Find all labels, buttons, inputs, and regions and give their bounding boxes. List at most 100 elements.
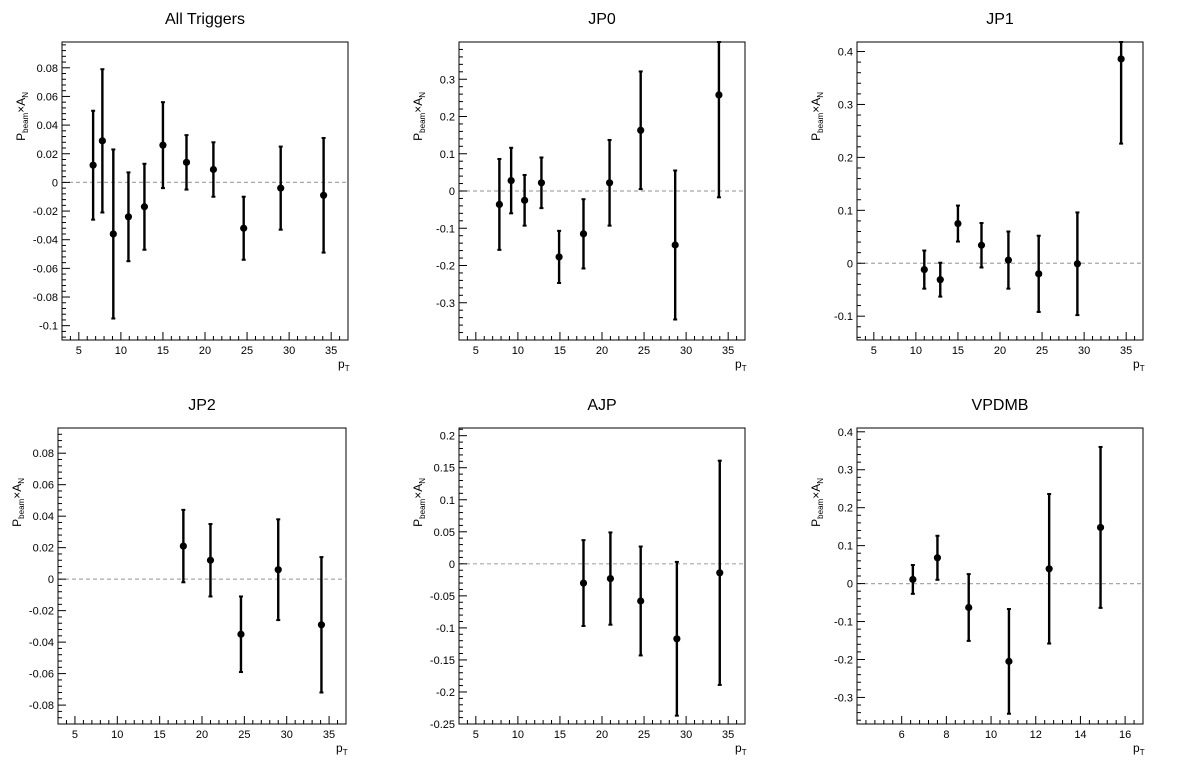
y-axis-label-main: P bbox=[10, 519, 24, 527]
x-tick-label: 14 bbox=[1074, 729, 1086, 741]
point-marker bbox=[1117, 55, 1125, 63]
point-marker bbox=[920, 266, 928, 274]
chart-title: VPDMB bbox=[972, 397, 1029, 414]
y-tick-label: 0 bbox=[52, 177, 58, 189]
y-tick-label: 0.3 bbox=[440, 74, 455, 86]
y-axis-label-times: ×A bbox=[809, 484, 823, 499]
point-marker bbox=[579, 579, 588, 587]
y-tick-label: -0.08 bbox=[29, 700, 54, 712]
x-axis-label-subscript: T bbox=[1140, 748, 1145, 757]
y-tick-label: 0.08 bbox=[37, 63, 58, 75]
y-tick-label: 0.2 bbox=[838, 503, 853, 515]
chart-title: AJP bbox=[587, 397, 616, 414]
x-tick-label: 30 bbox=[1078, 345, 1090, 357]
point-marker bbox=[495, 200, 503, 209]
data-point bbox=[209, 141, 218, 198]
data-point bbox=[1073, 211, 1081, 317]
data-point bbox=[317, 556, 326, 694]
x-tick-label: 10 bbox=[512, 729, 524, 741]
data-point bbox=[954, 204, 962, 243]
data-point bbox=[673, 560, 681, 717]
y-axis-label: Pbeam×AN bbox=[14, 92, 30, 141]
data-point bbox=[936, 261, 944, 298]
x-tick-label: 25 bbox=[638, 729, 650, 741]
x-tick-label: 5 bbox=[871, 345, 877, 357]
point-marker bbox=[1096, 523, 1105, 532]
data-point bbox=[555, 229, 563, 285]
x-tick-label: 30 bbox=[680, 345, 692, 357]
y-axis-label-subscript: beam bbox=[418, 498, 427, 518]
x-tick-label: 10 bbox=[985, 729, 997, 741]
x-tick-label: 5 bbox=[72, 729, 78, 741]
point-marker bbox=[140, 203, 149, 211]
point-marker bbox=[936, 276, 944, 284]
data-point bbox=[965, 573, 973, 642]
x-axis-label: pT bbox=[735, 741, 747, 757]
data-point bbox=[579, 539, 588, 627]
point-marker bbox=[209, 165, 218, 174]
y-axis-label-subscript-n: N bbox=[17, 478, 26, 484]
y-tick-label: -0.1 bbox=[39, 321, 58, 333]
y-tick-label: 0.1 bbox=[440, 149, 455, 161]
point-marker bbox=[240, 224, 248, 232]
y-tick-label: 0.2 bbox=[838, 152, 853, 164]
chart-panel: JP0 5 10 15 20 25 30 35 -0.3 -0.2 -0.1 0 0.1 0.2 0.3 pT… bbox=[398, 0, 796, 386]
y-tick-label: -0.15 bbox=[430, 655, 455, 667]
y-axis-label-subscript-n: N bbox=[418, 92, 427, 98]
y-axis-label-main: P bbox=[809, 519, 823, 527]
data-point bbox=[179, 508, 187, 584]
x-tick-label: 5 bbox=[473, 729, 479, 741]
data-point bbox=[159, 101, 167, 190]
y-axis-label-main: P bbox=[411, 519, 425, 527]
y-tick-label: 0 bbox=[449, 186, 455, 198]
point-marker bbox=[317, 621, 326, 629]
x-axis-label-main: p bbox=[1133, 741, 1140, 755]
data-point bbox=[124, 171, 133, 263]
y-axis-label: Pbeam×AN bbox=[10, 478, 26, 527]
point-marker bbox=[673, 635, 681, 643]
point-marker bbox=[277, 184, 285, 192]
x-axis-label-subscript: T bbox=[1140, 364, 1145, 373]
x-axis-label: pT bbox=[336, 741, 348, 757]
y-tick-label: 0 bbox=[847, 258, 853, 270]
point-marker bbox=[1073, 260, 1081, 268]
data-point bbox=[1005, 608, 1013, 715]
y-tick-label: 0.1 bbox=[838, 205, 853, 217]
chart-svg: JP2 5 10 15 20 25 30 35 -0.08 -0.06 -0.04 -0.02 0 0.0… bbox=[10, 397, 348, 757]
plot-frame bbox=[458, 427, 746, 725]
y-axis-label-subscript-n: N bbox=[816, 478, 825, 484]
point-marker bbox=[1005, 657, 1013, 665]
x-tick-label: 35 bbox=[325, 345, 337, 357]
x-axis-label-subscript: T bbox=[742, 748, 747, 757]
y-axis-label-times: ×A bbox=[809, 98, 823, 113]
data-point bbox=[933, 534, 942, 581]
point-marker bbox=[716, 569, 724, 577]
y-tick-label: -0.02 bbox=[29, 606, 54, 618]
chart-panel: All Triggers 5 10 15 20 25 30 35 -0.1 -0.08 -0.06 -… bbox=[0, 0, 398, 386]
x-tick-label: 8 bbox=[943, 729, 949, 741]
x-tick-label: 20 bbox=[196, 729, 208, 741]
data-point bbox=[140, 162, 149, 251]
data-point bbox=[109, 148, 117, 320]
data-point bbox=[182, 134, 191, 191]
y-axis-label-subscript-n: N bbox=[418, 478, 427, 484]
x-tick-label: 35 bbox=[722, 345, 734, 357]
data-point bbox=[579, 198, 588, 270]
data-point bbox=[507, 146, 515, 215]
y-tick-label: -0.25 bbox=[430, 719, 455, 731]
data-point bbox=[1035, 234, 1043, 313]
point-marker bbox=[159, 141, 167, 149]
y-axis-label: Pbeam×AN bbox=[411, 478, 427, 527]
data-point bbox=[89, 109, 97, 221]
point-marker bbox=[954, 219, 962, 228]
point-marker bbox=[671, 241, 679, 249]
data-point bbox=[495, 157, 503, 251]
point-marker bbox=[1035, 270, 1043, 278]
y-tick-label: -0.08 bbox=[33, 292, 58, 304]
x-tick-label: 10 bbox=[111, 729, 123, 741]
y-axis-label: Pbeam×AN bbox=[411, 92, 427, 141]
x-tick-label: 5 bbox=[76, 345, 82, 357]
data-point bbox=[716, 459, 724, 686]
y-axis-label-times: ×A bbox=[14, 98, 28, 113]
y-tick-label: 0.02 bbox=[33, 543, 54, 555]
